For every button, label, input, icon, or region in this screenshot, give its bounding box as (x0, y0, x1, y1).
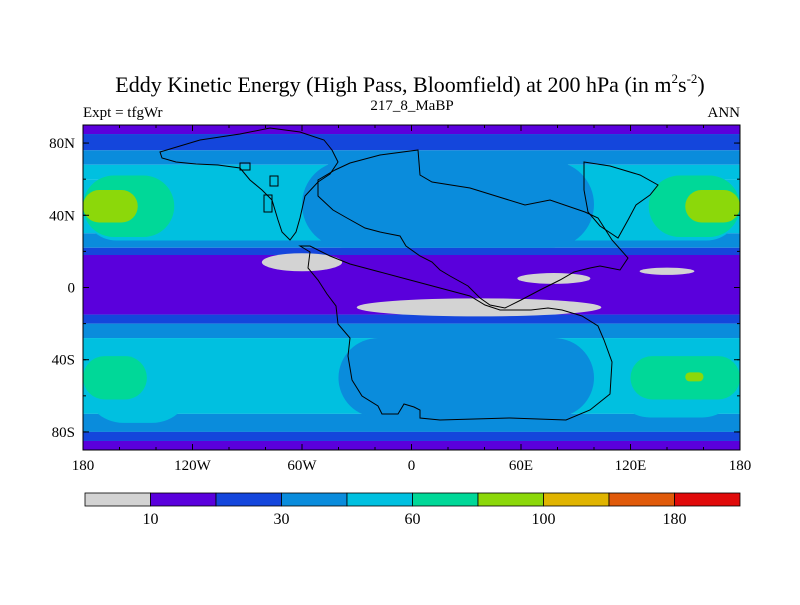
coastline-0 (317, 149, 629, 309)
y-tick-label-2: 0 (68, 281, 76, 297)
chart-subtitle: 217_8_MaBP (370, 98, 453, 114)
contour-fields (83, 125, 740, 450)
chart-right-label: ANN (708, 105, 741, 121)
x-tick-label-6: 180 (729, 458, 752, 474)
colorbar-box-1 (150, 492, 217, 507)
contour-band-2 (83, 150, 740, 165)
colorbar-label-3: 100 (532, 511, 556, 528)
colorbar: 10 30 60 100 180 (84, 492, 741, 528)
contour-region-1 (302, 161, 594, 248)
colorbar-label-2: 60 (405, 511, 421, 528)
contour-region-5 (685, 190, 740, 223)
chart-title: Eddy Kinetic Energy (High Pass, Bloomfie… (115, 71, 704, 97)
coastline-4 (263, 194, 273, 213)
low-eke-region-0 (261, 253, 343, 272)
y-tick-label-0: 80N (49, 136, 75, 152)
contour-band-8 (83, 314, 740, 324)
coastlines (159, 127, 659, 421)
contour-band-11 (83, 413, 740, 432)
colorbar-box-6 (477, 492, 544, 507)
contour-region-7 (83, 356, 147, 400)
contour-region-3 (83, 190, 138, 223)
contour-band-1 (83, 134, 740, 151)
chart-title-mid: s (678, 72, 687, 97)
coastline-6 (239, 162, 251, 171)
x-tick-label-5: 120E (615, 458, 647, 474)
y-tick-label-3: 40S (52, 353, 75, 369)
coastline-2 (159, 127, 339, 241)
chart-title-sup2: -2 (687, 71, 698, 86)
contour-band-6 (83, 247, 740, 255)
contour-band-9 (83, 323, 740, 339)
chart-title-sup1: 2 (672, 71, 679, 86)
colorbar-label-1: 30 (274, 511, 290, 528)
x-tick-label-4: 60E (509, 458, 533, 474)
x-tick-label-2: 60W (287, 458, 317, 474)
x-tick-label-1: 120W (174, 458, 212, 474)
colorbar-box-7 (543, 492, 610, 507)
low-eke-region-3 (639, 267, 695, 275)
y-tick-label-1: 40N (49, 208, 75, 224)
contour-band-12 (83, 431, 740, 441)
coastline-5 (269, 175, 279, 187)
contour-region-11 (338, 338, 594, 418)
coastline-3 (583, 161, 659, 239)
contour-region-9 (630, 356, 740, 400)
colorbar-label-0: 10 (143, 511, 159, 528)
colorbar-box-9 (674, 492, 741, 507)
x-tick-label-3: 0 (408, 458, 416, 474)
low-eke-region-1 (356, 298, 602, 317)
contour-region-10 (685, 372, 704, 382)
y-tick-label-4: 80S (52, 425, 75, 441)
colorbar-box-4 (346, 492, 413, 507)
x-tick-label-0: 180 (72, 458, 95, 474)
x-axis: 180 120W 60W 0 60E 120E 180 (72, 125, 752, 474)
low-eke-region-2 (517, 273, 591, 284)
colorbar-box-5 (412, 492, 479, 507)
colorbar-box-2 (215, 492, 282, 507)
coastline-1 (298, 245, 613, 421)
colorbar-label-4: 180 (663, 511, 687, 528)
colorbar-box-8 (608, 492, 675, 507)
colorbar-box-3 (281, 492, 348, 507)
chart-title-main: Eddy Kinetic Energy (High Pass, Bloomfie… (115, 72, 671, 97)
colorbar-box-0 (84, 492, 151, 507)
chart-title-end: ) (697, 72, 704, 97)
chart-left-label: Expt = tfgWr (83, 105, 163, 121)
y-axis: 80N 40N 0 40S 80S (49, 136, 740, 441)
